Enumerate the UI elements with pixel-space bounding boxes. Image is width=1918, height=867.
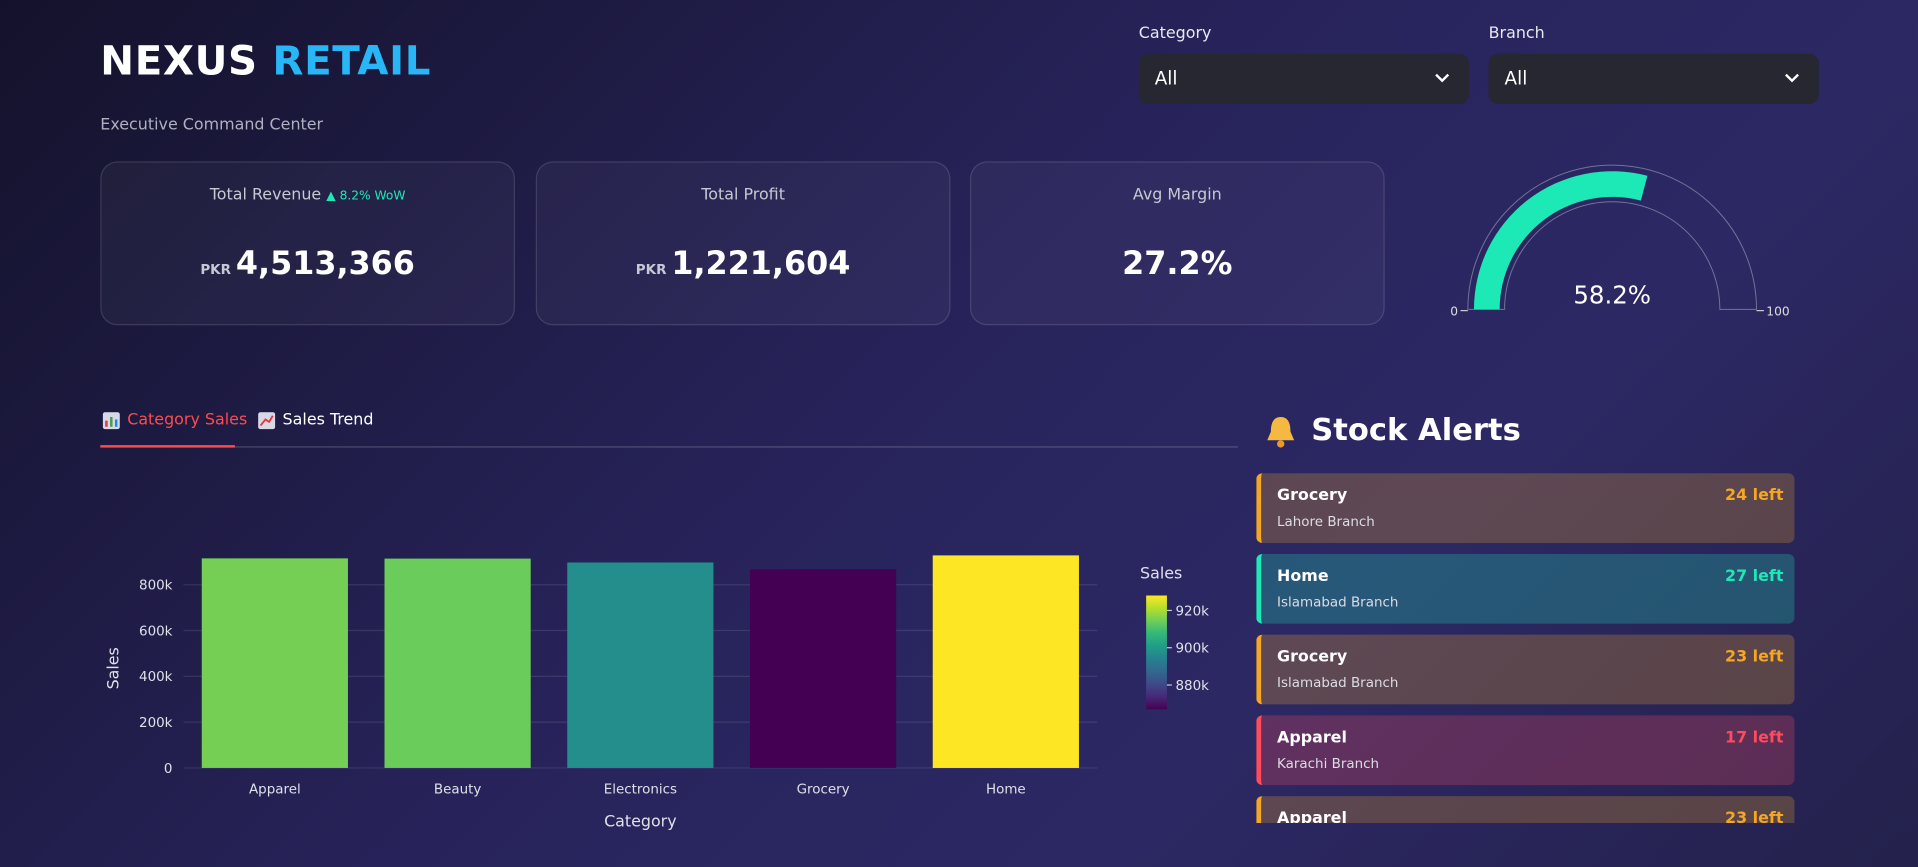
colorbar-title: Sales — [1140, 563, 1182, 582]
tab-underline — [100, 445, 235, 448]
y-tick-label: 600k — [139, 624, 173, 639]
alert-stock: 27 left — [1725, 567, 1784, 586]
kpi-value-row: PKR 4,513,366 — [102, 246, 514, 283]
alert-card: Grocery Lahore Branch 24 left — [1256, 473, 1795, 543]
tab[interactable]: Sales Trend — [282, 410, 374, 430]
kpi-value: 1,221,604 — [671, 245, 851, 283]
colorbar-tick-label: 900k — [1176, 642, 1210, 657]
chevron — [1785, 73, 1799, 83]
bar — [201, 558, 348, 768]
alert-category: Apparel — [1277, 728, 1347, 748]
alert-stock: 24 left — [1725, 486, 1784, 506]
kpi-delta-row: ▲ 8.2% WoW — [326, 189, 406, 203]
kpi-label-row: Total Revenue ▲ 8.2% WoW — [102, 186, 514, 204]
gauge-tick-label: 0 — [1450, 304, 1458, 318]
tab-icon — [102, 412, 120, 430]
kpi-value-row: PKR 1,221,604 — [537, 246, 949, 283]
alert-stock: 23 left — [1725, 648, 1784, 667]
alert-branch: Islamabad Branch — [1277, 675, 1399, 691]
alert-branch: Islamabad Branch — [1277, 594, 1399, 611]
kpi-card: Avg Margin 27.2% — [970, 161, 1385, 326]
bar — [749, 569, 897, 768]
alert-branch: Lahore Branch — [1277, 513, 1375, 530]
kpi-label: Total Profit — [701, 185, 785, 205]
x-tick-label: Home — [986, 783, 1026, 798]
alert-category: Grocery — [1277, 648, 1348, 667]
kpi-unit: PKR — [200, 261, 231, 278]
alerts-title: Stock Alerts — [1311, 412, 1521, 448]
subtitle: Executive Command Center — [100, 116, 324, 135]
gauge-value: 58.2% — [1573, 280, 1651, 309]
brand-accent: RETAIL — [272, 36, 432, 85]
alert-card: Apparel Karachi Branch 17 left — [1256, 715, 1795, 786]
branch-select[interactable]: All — [1488, 53, 1819, 104]
kpi-value: 4,513,366 — [235, 245, 415, 283]
x-axis-title: Category — [604, 812, 677, 831]
alert-category: Home — [1277, 567, 1329, 586]
colorbar — [1146, 595, 1167, 710]
kpi-unit: PKR — [635, 261, 667, 278]
x-tick-label: Beauty — [434, 783, 482, 798]
y-tick-label: 0 — [164, 762, 173, 777]
y-axis-title: Sales — [104, 647, 123, 689]
gauge-track — [1467, 164, 1758, 310]
chevron — [1435, 73, 1450, 83]
alert-stock: 17 left — [1725, 728, 1784, 748]
select-value: All — [1504, 67, 1528, 90]
alert-branch: Karachi Branch — [1277, 755, 1380, 772]
kpi-value: 27.2% — [1122, 245, 1233, 283]
alerts-list: Grocery Lahore Branch 24 left Home Islamabad… — [1256, 473, 1795, 823]
kpi-card: Total Revenue ▲ 8.2% WoW PKR 4,513,366 — [100, 161, 515, 326]
alert-category: Grocery — [1277, 486, 1348, 506]
tab-icon — [258, 412, 276, 430]
gauge-tick-label: 100 — [1766, 304, 1789, 318]
alert-card: Grocery Islamabad Branch 23 left — [1256, 634, 1795, 705]
brand: NEXUS RETAIL — [100, 37, 431, 85]
y-tick-label: 200k — [139, 716, 173, 731]
kpi-card: Total Profit PKR 1,221,604 — [535, 161, 951, 326]
x-tick-label: Apparel — [249, 783, 301, 798]
colorbar-tick-label: 920k — [1176, 604, 1210, 619]
alert-card: Home Islamabad Branch 27 left — [1256, 553, 1795, 624]
bar — [384, 558, 531, 768]
tab-divider — [100, 446, 1238, 448]
alert-stock: 23 left — [1725, 809, 1784, 823]
brand-name: NEXUS — [100, 36, 258, 85]
gauge-bar — [1473, 171, 1648, 310]
colorbar-tick-label: 880k — [1176, 679, 1210, 694]
kpi-label: Avg Margin — [1132, 185, 1222, 205]
y-tick-label: 800k — [139, 579, 173, 594]
alert-category: Apparel — [1277, 809, 1347, 823]
x-tick-label: Grocery — [797, 783, 850, 798]
select-value: All — [1154, 67, 1178, 90]
category-select[interactable]: All — [1138, 53, 1470, 104]
y-tick-label: 400k — [139, 670, 173, 685]
kpi-label: Total Revenue — [209, 185, 322, 205]
bell-icon — [1267, 416, 1295, 448]
x-tick-label: Electronics — [604, 783, 677, 798]
filter-label: Branch — [1488, 24, 1545, 43]
filter-label: Category — [1138, 24, 1212, 43]
bar — [932, 555, 1079, 768]
kpi-delta: 8.2% WoW — [339, 189, 406, 203]
tab-active[interactable]: Category Sales — [127, 410, 248, 430]
bar — [567, 562, 714, 768]
